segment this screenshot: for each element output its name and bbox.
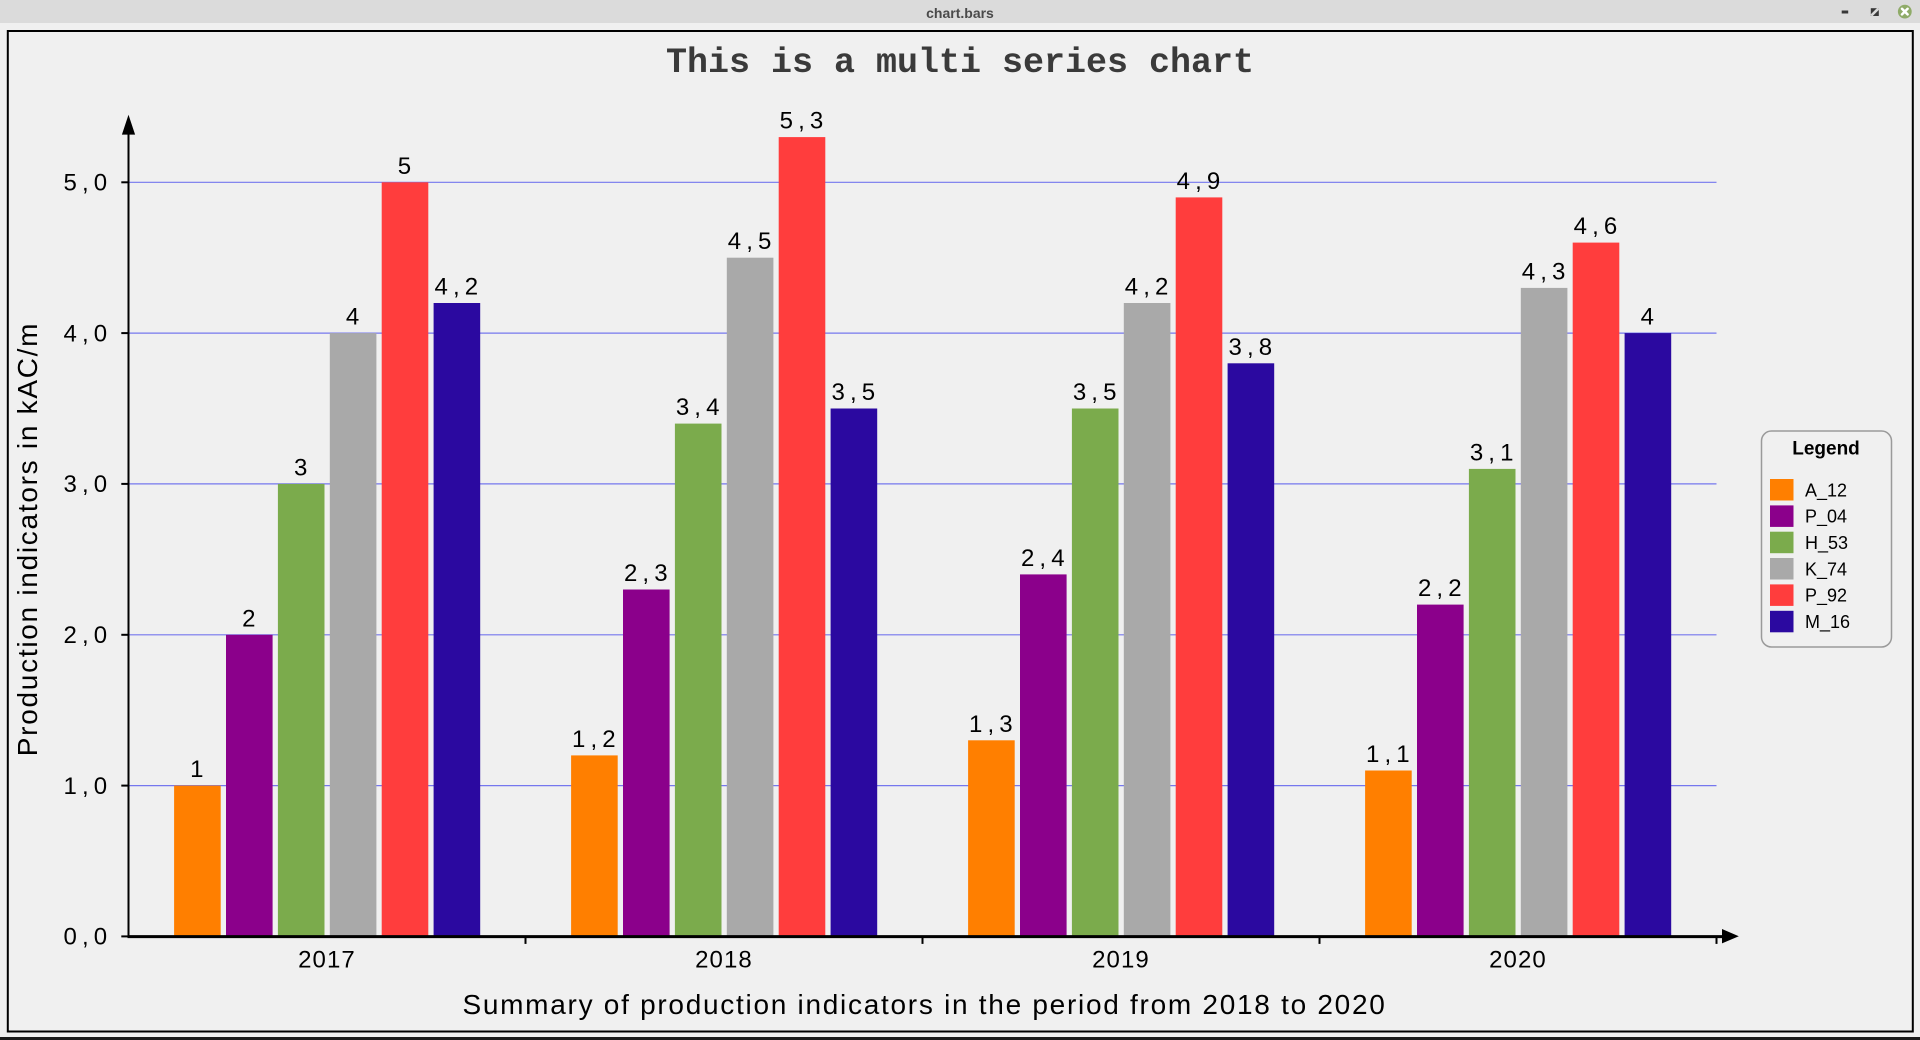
svg-text:3,8: 3,8 [1229, 334, 1274, 361]
svg-text:4,5: 4,5 [728, 228, 773, 255]
svg-text:1,2: 1,2 [572, 726, 617, 753]
svg-text:P_04: P_04 [1805, 507, 1847, 528]
svg-text:M_16: M_16 [1805, 612, 1850, 633]
svg-text:Production indicators in kAC/m: Production indicators in kAC/m [12, 322, 43, 756]
svg-text:3,0: 3,0 [64, 471, 109, 498]
svg-text:This is a multi series chart: This is a multi series chart [666, 43, 1254, 83]
svg-text:2,2: 2,2 [1418, 575, 1463, 602]
svg-text:2,3: 2,3 [624, 560, 669, 587]
svg-text:K_74: K_74 [1805, 559, 1847, 580]
svg-text:2,4: 2,4 [1021, 545, 1066, 572]
svg-text:4: 4 [1641, 304, 1655, 331]
svg-text:5,3: 5,3 [780, 108, 825, 135]
svg-text:1,0: 1,0 [64, 773, 109, 800]
svg-text:0,0: 0,0 [64, 924, 109, 951]
svg-text:4,6: 4,6 [1574, 213, 1619, 240]
svg-text:2017: 2017 [298, 947, 356, 974]
svg-text:1: 1 [190, 756, 204, 783]
svg-text:5: 5 [398, 153, 412, 180]
svg-text:4,3: 4,3 [1522, 258, 1567, 285]
svg-text:2018: 2018 [695, 947, 753, 974]
svg-text:Summary of production indicato: Summary of production indicators in the … [462, 989, 1386, 1020]
svg-text:4: 4 [346, 304, 360, 331]
svg-text:3: 3 [294, 454, 308, 481]
svg-text:P_92: P_92 [1805, 586, 1847, 607]
svg-text:3,1: 3,1 [1470, 439, 1515, 466]
svg-text:A_12: A_12 [1805, 480, 1847, 501]
svg-text:2019: 2019 [1092, 947, 1150, 974]
svg-text:5,0: 5,0 [64, 170, 109, 197]
svg-text:3,4: 3,4 [676, 394, 721, 421]
svg-text:H_53: H_53 [1805, 533, 1848, 554]
svg-text:4,2: 4,2 [435, 274, 480, 301]
svg-text:2020: 2020 [1489, 947, 1547, 974]
svg-text:2: 2 [242, 605, 256, 632]
svg-text:Legend: Legend [1792, 439, 1860, 460]
svg-text:3,5: 3,5 [1073, 379, 1118, 406]
svg-text:1,3: 1,3 [969, 711, 1014, 738]
svg-text:3,5: 3,5 [832, 379, 877, 406]
svg-text:4,0: 4,0 [64, 320, 109, 347]
svg-text:4,2: 4,2 [1125, 274, 1170, 301]
svg-text:2,0: 2,0 [64, 622, 109, 649]
svg-text:4,9: 4,9 [1177, 168, 1222, 195]
svg-text:1,1: 1,1 [1366, 741, 1411, 768]
